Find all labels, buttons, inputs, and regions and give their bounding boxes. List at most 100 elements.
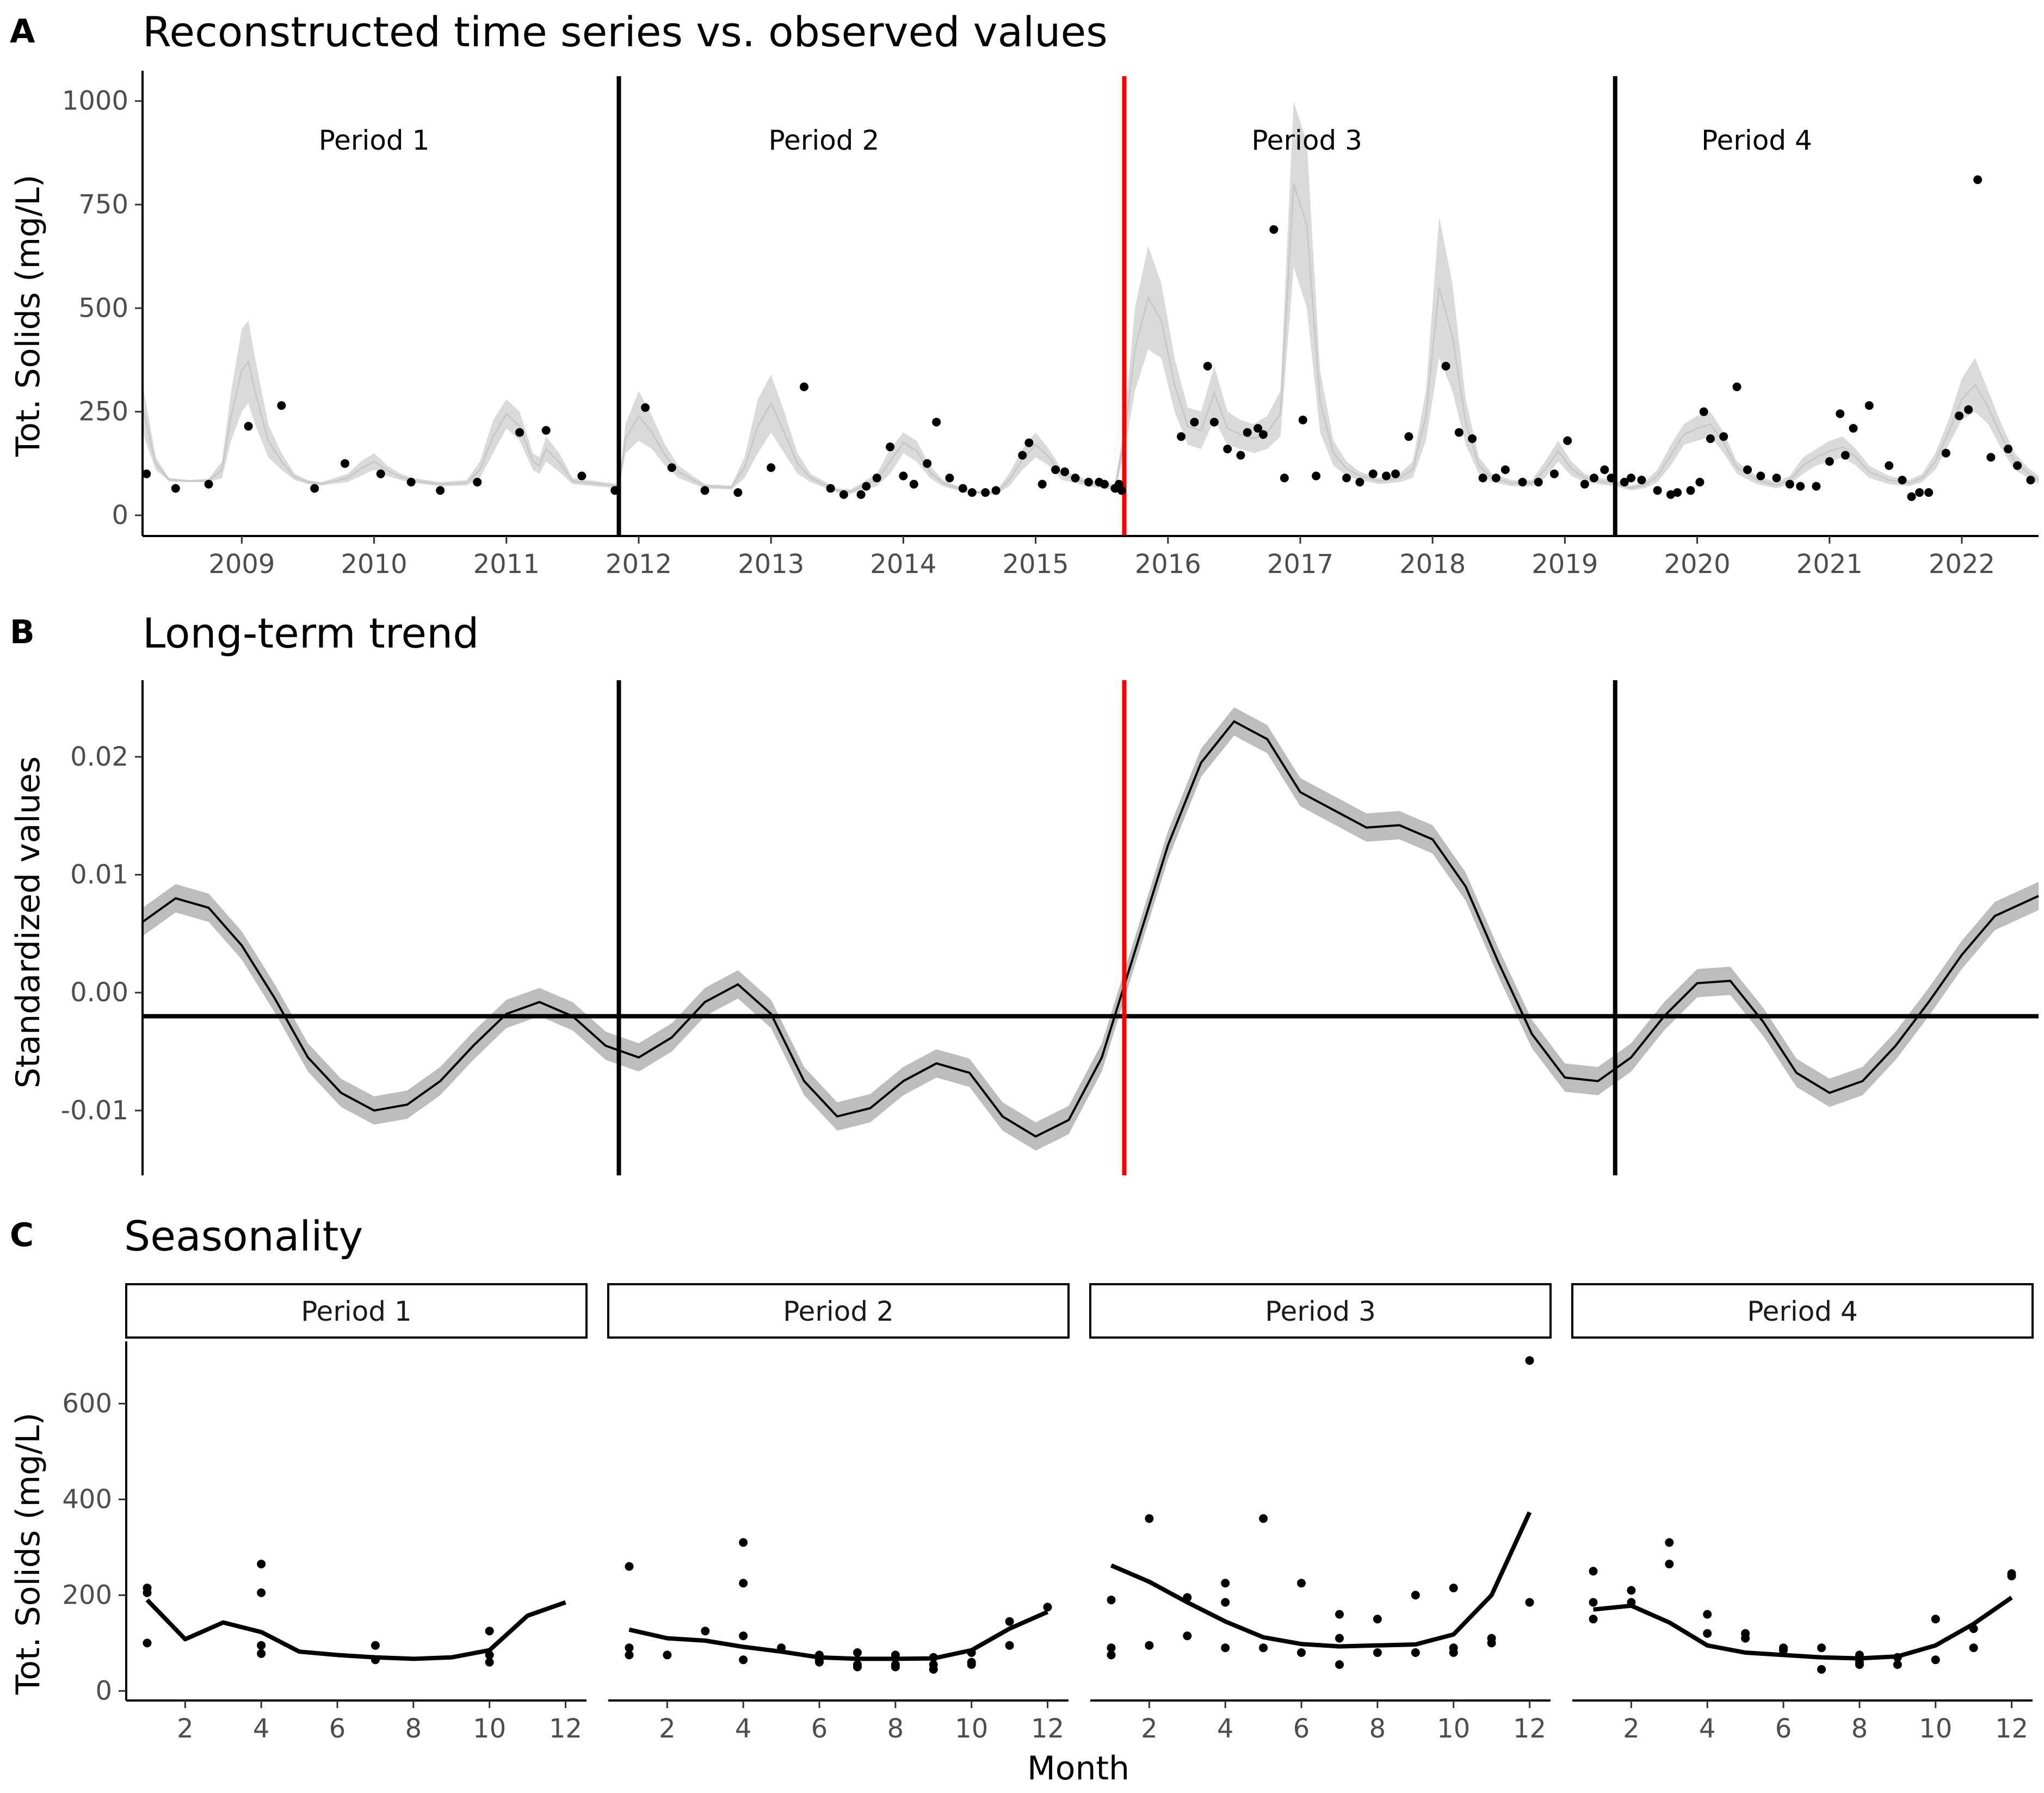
facet-x-tick-label: 4 [1217,1714,1234,1744]
seasonal-point [625,1643,634,1653]
observed-point [967,488,977,497]
observed-point [142,469,151,478]
observed-point [1391,469,1400,478]
observed-point [1355,478,1364,486]
observed-point [1368,469,1378,478]
panel-a-x-tick-label: 2017 [1267,549,1333,580]
observed-point [1280,473,1289,483]
seasonal-point [1221,1579,1230,1588]
observed-point [700,486,709,495]
observed-point [1298,415,1307,424]
seasonal-point [485,1658,494,1667]
observed-point [1236,451,1245,460]
facet-strip-label-2: Period 2 [783,1296,894,1327]
period-label-2: Period 2 [769,125,880,156]
facet-x-tick-label: 12 [1513,1714,1546,1744]
observed-point [981,488,990,497]
panel-a-plot: Period 1 Period 2 Period 3 Period 4 0 250 500 7… [62,71,2039,580]
observed-point [991,486,1001,495]
facet-x-tick-label: 2 [659,1714,676,1744]
observed-point [1907,492,1916,501]
observed-point [1898,476,1907,485]
observed-point [1825,457,1834,466]
seasonal-point [1449,1583,1458,1593]
seasonal-point [1107,1643,1116,1653]
facet-strip-label-4: Period 4 [1747,1296,1858,1327]
observed-point [406,478,416,486]
observed-point [1190,417,1199,427]
seasonal-point [1487,1638,1496,1648]
observed-point [1203,361,1212,371]
observed-point [1600,465,1609,475]
seasonal-point [1221,1598,1230,1607]
panel-a-title: Reconstructed time series vs. observed v… [143,8,1108,56]
seasonal-mean-line [145,1598,566,1661]
seasonal-point [1893,1660,1902,1669]
seasonal-point [1259,1514,1268,1523]
panel-b-y-tick-label: 0.01 [70,860,128,890]
seasonal-point [1931,1655,1940,1665]
panel-c-title: Seasonality [124,1212,363,1260]
observed-point [1915,488,1924,497]
facet-x-tick-label: 10 [1919,1714,1952,1744]
observed-point [1549,469,1559,478]
period-label-1: Period 1 [319,125,430,156]
panel-a-x-tick-label: 2022 [1929,549,1995,580]
observed-point [958,484,967,493]
observed-point [899,471,908,480]
observed-point [1973,175,1983,184]
observed-point [171,484,180,493]
seasonal-point [1145,1641,1154,1650]
seasonal-point [1665,1538,1674,1547]
facet-x-tick-label: 10 [473,1714,506,1744]
observed-point [1382,471,1391,480]
observed-point [1051,465,1060,475]
panel-b-letter: B [10,613,35,651]
seasonal-point [1817,1665,1826,1674]
observed-point [1841,451,1850,460]
facet-x-tick-label: 12 [549,1714,582,1744]
seasonal-point [371,1641,380,1650]
facet-x-tick-label: 4 [1699,1714,1716,1744]
seasonal-point [1221,1643,1230,1653]
observed-point [541,426,551,435]
observed-point [1695,478,1705,486]
panel-a-x-tick-label: 2009 [208,549,275,580]
seasonal-point [853,1648,862,1657]
facet-x-tick-label: 6 [329,1714,346,1744]
seasonal-point [1703,1629,1712,1638]
observed-point [1849,424,1858,433]
seasonal-point [1589,1567,1598,1576]
seasonal-point [257,1649,266,1658]
seasonal-point [739,1655,748,1665]
observed-point [767,463,776,472]
panel-b-y-tick-label: 0.00 [70,977,128,1008]
facet-x-tick-label: 4 [253,1714,270,1744]
period-label-3: Period 3 [1251,125,1362,156]
seasonal-mean-line [1110,1511,1532,1649]
observed-point [1018,451,1027,460]
seasonal-point [1107,1650,1116,1660]
observed-point [945,473,954,483]
observed-point [1812,482,1821,491]
observed-point [1468,434,1477,443]
seasonal-point [1627,1586,1636,1595]
observed-point [1785,479,1794,489]
facet-strip-3 [1089,1283,1552,1339]
observed-point [1836,409,1845,418]
observed-point [1563,436,1572,445]
observed-point [1500,465,1510,475]
facet-x-tick-label: 2 [1141,1714,1158,1744]
observed-point [244,422,253,431]
panel-c-letter: C [10,1216,34,1254]
seasonal-point [929,1665,938,1674]
observed-point [1177,432,1186,441]
seasonal-point [1373,1615,1382,1624]
seasonal-point [739,1631,748,1641]
observed-point [1253,424,1263,433]
seasonal-point [257,1588,266,1597]
observed-point [1627,473,1635,483]
observed-point [1258,430,1268,439]
